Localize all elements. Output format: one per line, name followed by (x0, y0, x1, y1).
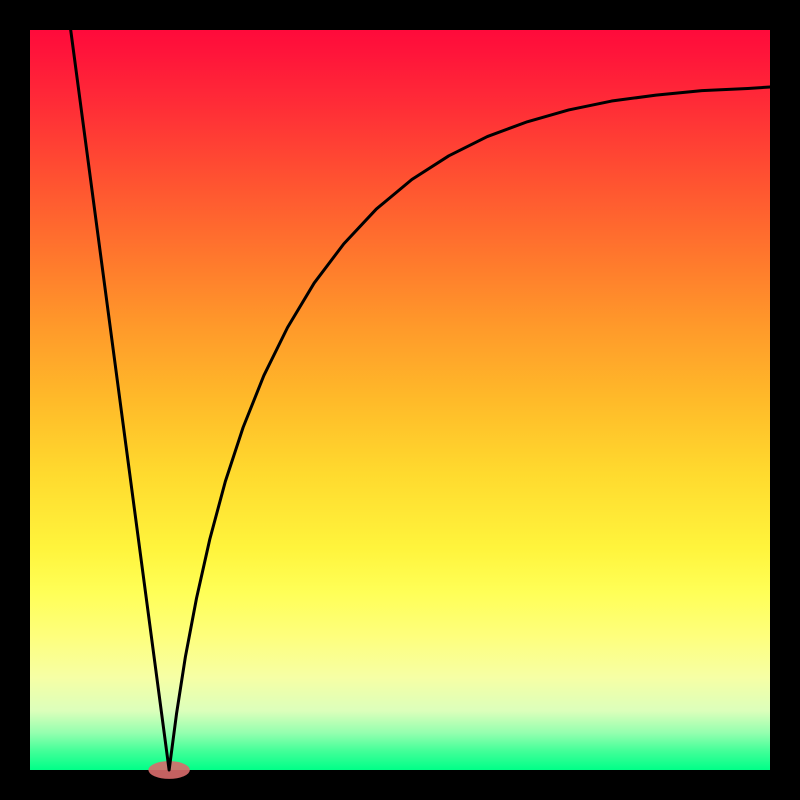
bottleneck-chart (0, 0, 800, 800)
plot-area (30, 30, 770, 770)
